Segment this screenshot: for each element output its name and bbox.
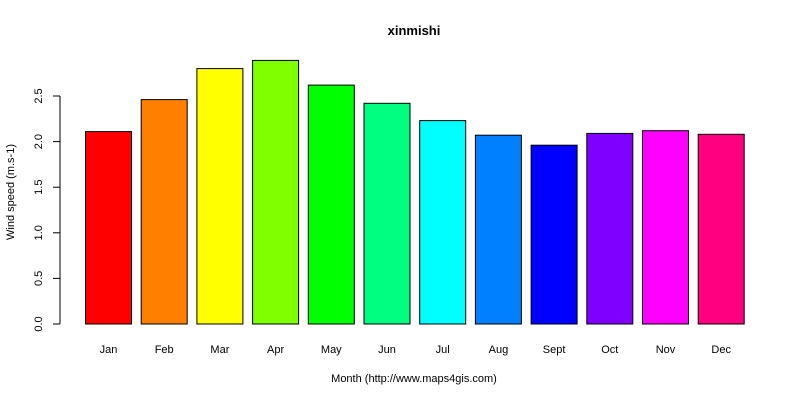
bar-feb bbox=[140, 99, 188, 325]
x-tick-label: Jul bbox=[436, 344, 450, 356]
bar-mar bbox=[196, 68, 244, 325]
y-tick-label: 0.0 bbox=[33, 316, 45, 331]
x-tick-label: Jun bbox=[378, 344, 396, 356]
x-tick-label: May bbox=[321, 344, 342, 356]
x-tick-label: Aug bbox=[489, 344, 509, 356]
bar-jul bbox=[419, 120, 467, 325]
y-tick-label: 0.5 bbox=[33, 271, 45, 286]
x-axis-label: Month (http://www.maps4gis.com) bbox=[331, 373, 497, 385]
x-tick-label: Mar bbox=[210, 344, 229, 356]
bar-nov bbox=[642, 130, 689, 325]
x-tick-label: Nov bbox=[656, 344, 676, 356]
x-tick-label: Apr bbox=[267, 344, 284, 356]
bar-may bbox=[307, 84, 355, 325]
bar-jan bbox=[85, 131, 132, 325]
x-tick-label: Oct bbox=[601, 344, 618, 356]
y-tick-label: 1.0 bbox=[33, 225, 45, 240]
bar-aug bbox=[474, 134, 522, 325]
bars-group bbox=[85, 59, 745, 325]
bar-dec bbox=[697, 133, 745, 325]
y-tick-label: 1.5 bbox=[33, 180, 45, 195]
bar-sept bbox=[530, 144, 578, 325]
x-tick-label: Jan bbox=[100, 344, 118, 356]
y-tick-label: 2.0 bbox=[33, 134, 45, 149]
x-tick-labels: Jan Feb Mar Apr May Jun Jul Aug Sept Oct Nov Dec bbox=[100, 344, 732, 356]
y-tick-label: 2.5 bbox=[33, 88, 45, 103]
chart-title: xinmishi bbox=[388, 23, 441, 38]
x-tick-label: Sept bbox=[543, 344, 566, 356]
y-axis-label: Wind speed (m.s-1) bbox=[5, 144, 17, 240]
x-tick-label: Dec bbox=[711, 344, 731, 356]
y-axis: 0.0 0.5 1.0 1.5 2.0 2.5 bbox=[33, 88, 61, 332]
bar-jun bbox=[363, 102, 411, 325]
bar-apr bbox=[252, 59, 300, 325]
x-tick-label: Feb bbox=[155, 344, 174, 356]
bar-oct bbox=[586, 132, 634, 325]
